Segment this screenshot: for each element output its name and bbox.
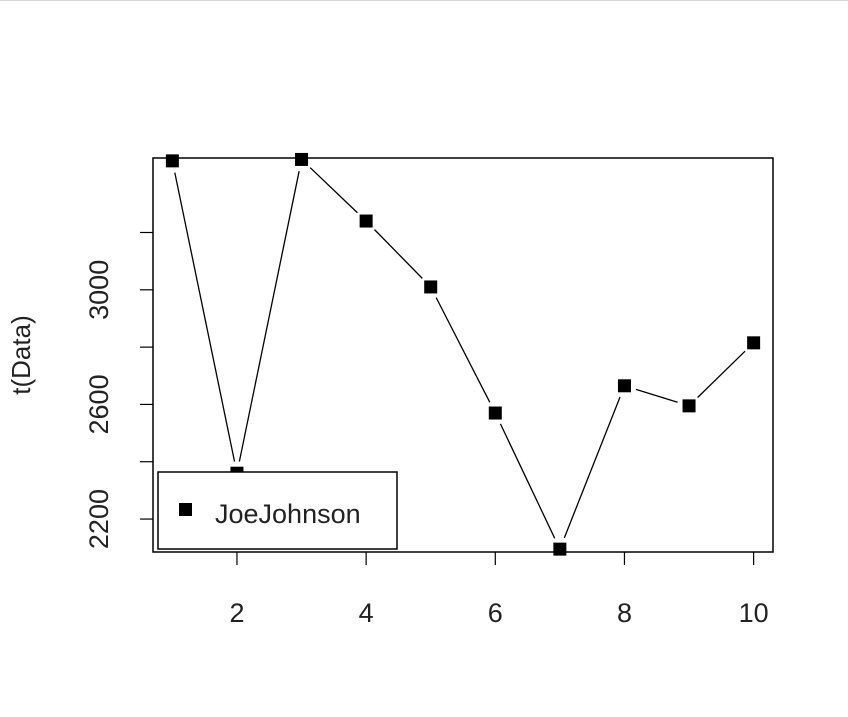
- legend: JoeJohnson: [157, 471, 398, 550]
- data-point: [553, 542, 567, 556]
- x-axis: 2 4 6 8 10: [229, 552, 769, 628]
- series-segment: [635, 388, 678, 403]
- y-tick-label: 3000: [84, 260, 114, 320]
- window-top-border: [0, 0, 848, 1]
- data-point: [359, 214, 373, 228]
- legend-label: JoeJohnson: [215, 499, 361, 529]
- series-segment: [697, 350, 746, 398]
- x-tick-label: 10: [739, 598, 769, 628]
- series-lines: [174, 167, 746, 539]
- legend-marker: [179, 503, 192, 516]
- plot-frame: [152, 157, 774, 553]
- y-tick-label: 2600: [84, 374, 114, 434]
- series-segment: [499, 423, 556, 539]
- data-point: [488, 406, 502, 420]
- series-segment: [374, 229, 423, 279]
- series-segment: [563, 396, 621, 539]
- legend-box: [157, 471, 398, 550]
- y-axis-label: t(Data): [6, 315, 36, 394]
- y-axis: 2200 2600 3000: [84, 231, 153, 549]
- data-point: [682, 399, 696, 413]
- series-segment: [435, 297, 491, 403]
- data-point: [424, 280, 438, 294]
- y-tick-label: 2200: [84, 489, 114, 549]
- data-point: [617, 379, 631, 393]
- data-point: [747, 336, 761, 350]
- series-segment: [238, 171, 300, 462]
- x-tick-label: 2: [229, 598, 244, 628]
- series-segment: [309, 167, 358, 214]
- x-tick-label: 4: [359, 598, 374, 628]
- series-segment: [174, 172, 236, 462]
- x-tick-label: 6: [488, 598, 503, 628]
- x-tick-label: 8: [617, 598, 632, 628]
- data-point: [165, 154, 179, 168]
- data-point: [295, 152, 309, 166]
